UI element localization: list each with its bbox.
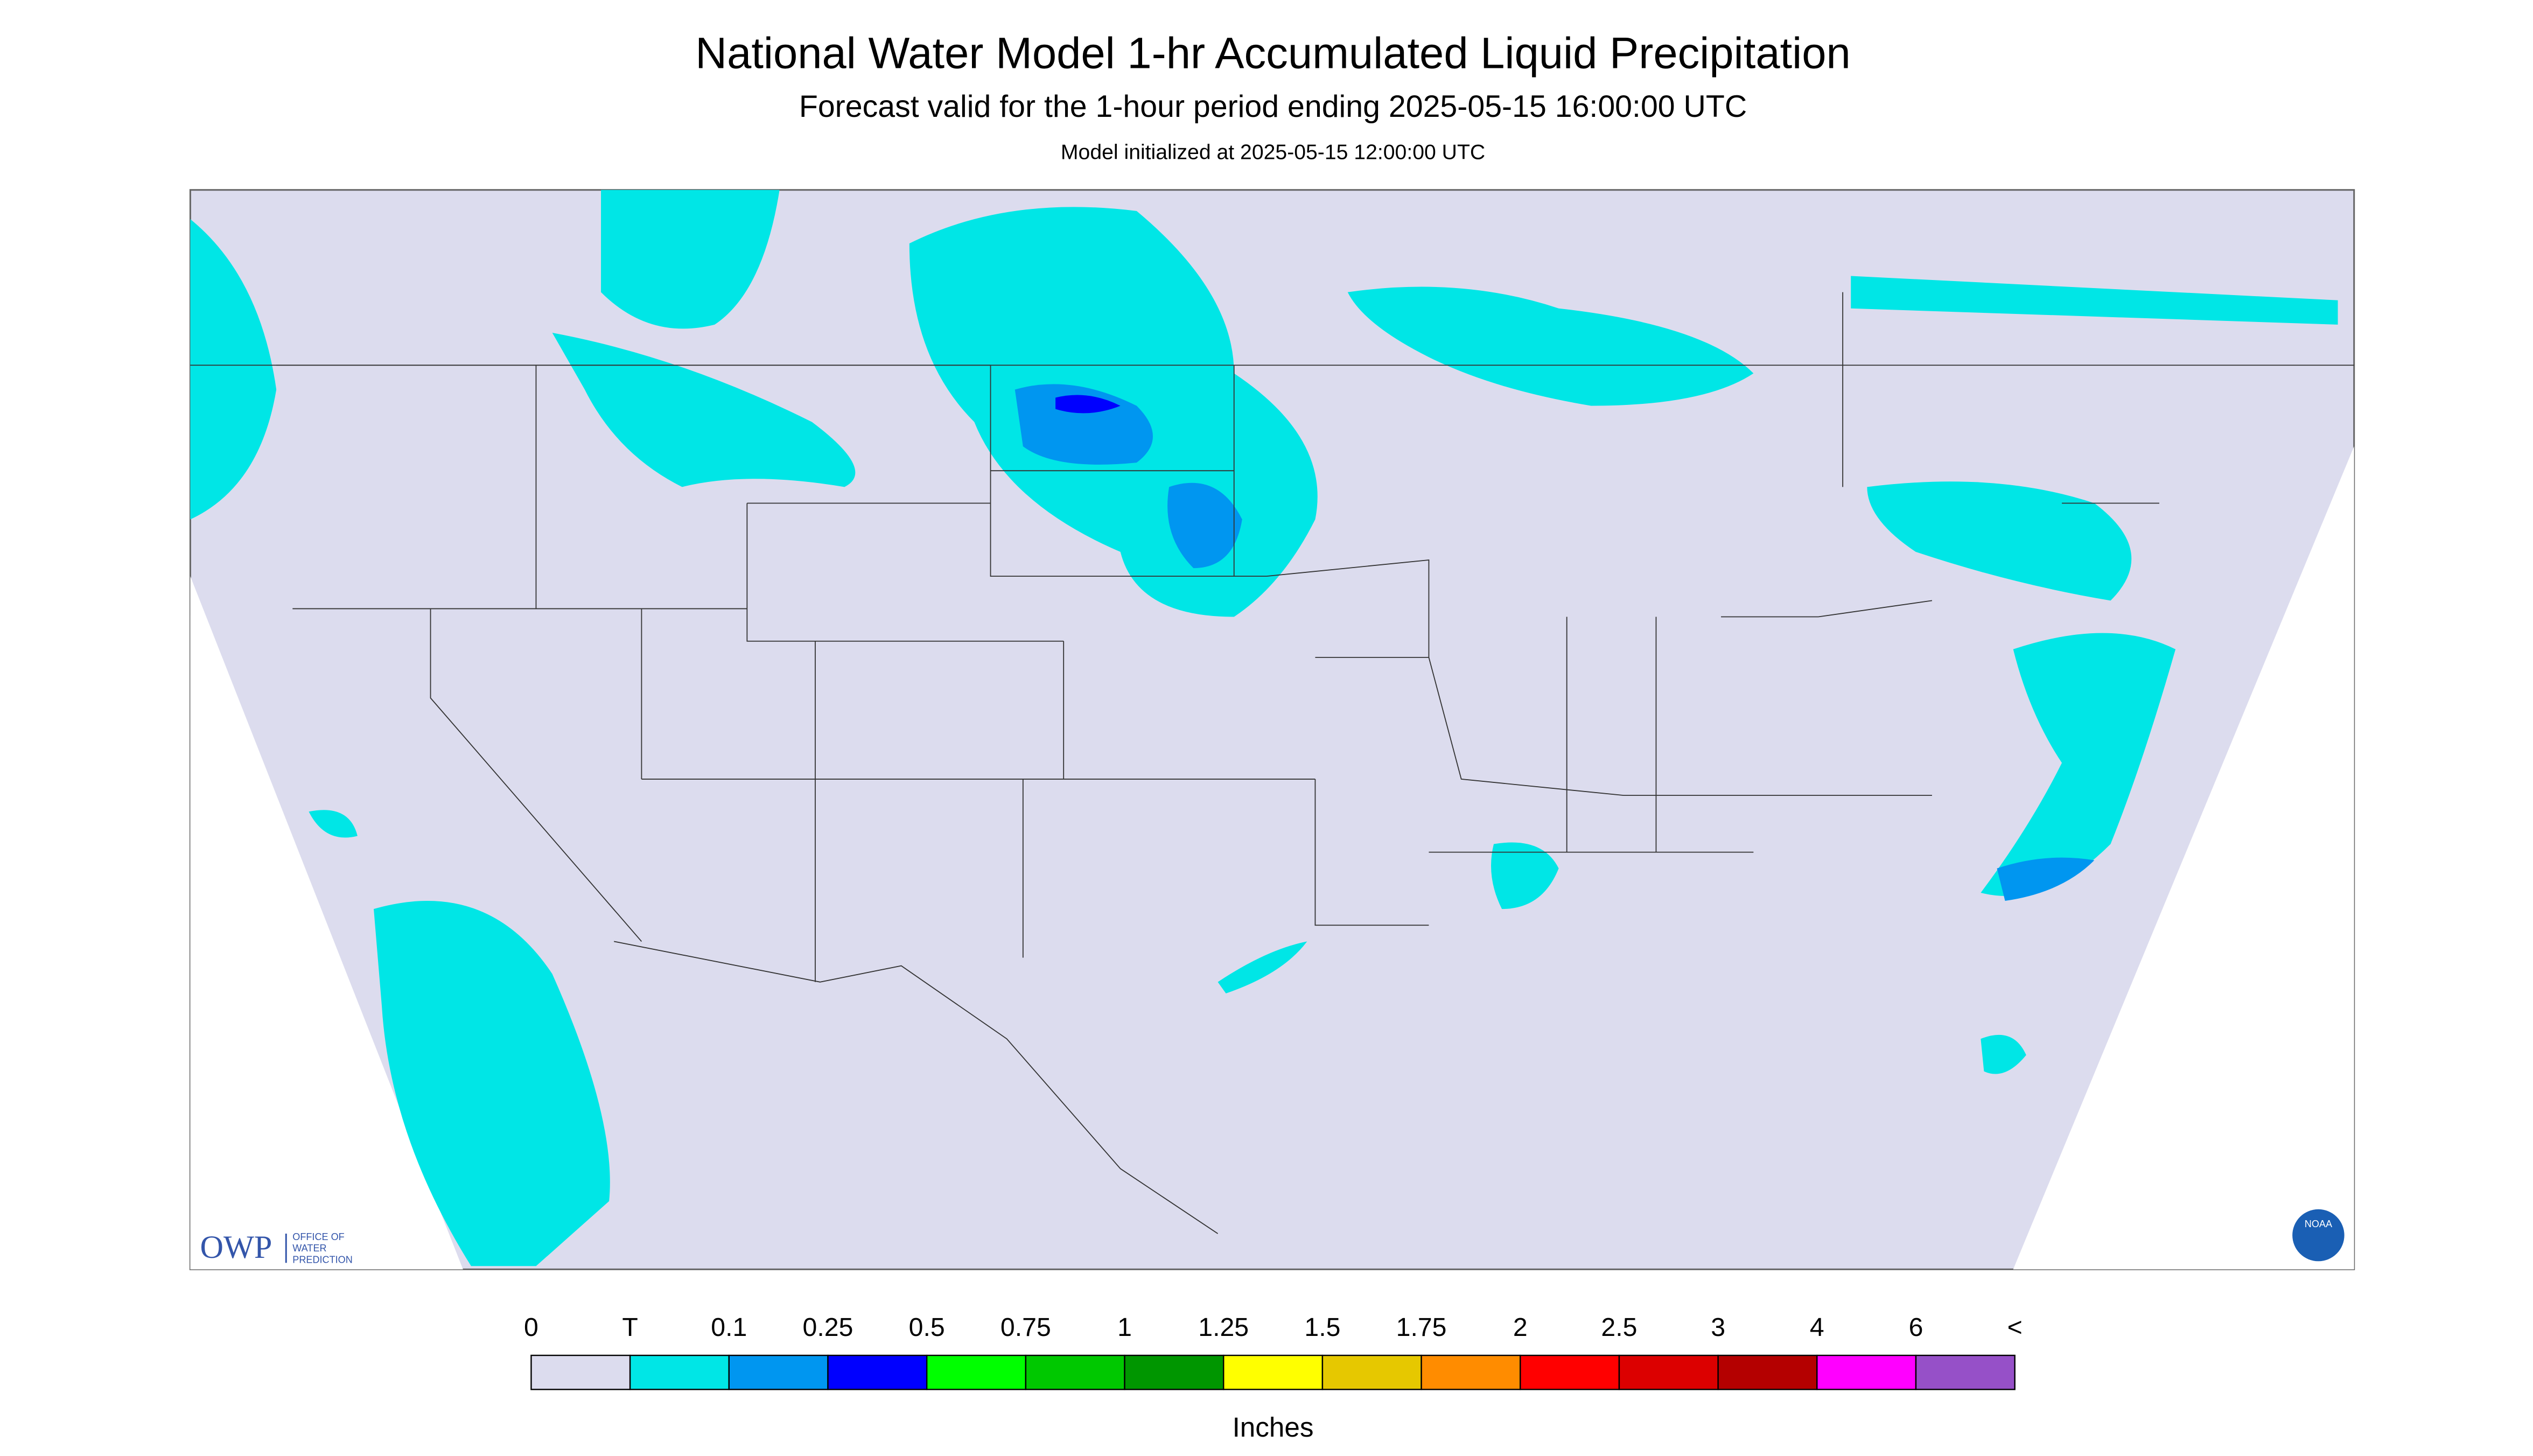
legend-label: 0.25	[803, 1313, 853, 1342]
legend-swatch	[1421, 1354, 1521, 1390]
legend-label: 2.5	[1601, 1313, 1637, 1342]
legend-swatch	[827, 1354, 928, 1390]
legend-swatch	[1717, 1354, 1818, 1390]
legend-label: 1	[1117, 1313, 1132, 1342]
legend-label: 1.75	[1396, 1313, 1447, 1342]
legend-swatch	[1321, 1354, 1422, 1390]
legend-swatch	[1915, 1354, 2016, 1390]
logo-line: PREDICTION	[292, 1254, 353, 1265]
boundaries	[190, 292, 2354, 1234]
legend-label: 6	[1909, 1313, 1923, 1342]
legend-swatch	[926, 1354, 1027, 1390]
legend-label: 0.5	[909, 1313, 945, 1342]
map: OWP OFFICE OF WATER PREDICTION NOAA	[189, 189, 2355, 1270]
legend-label: 0	[524, 1313, 538, 1342]
legend-label: 0.1	[711, 1313, 747, 1342]
logo-line: OFFICE OF	[292, 1231, 344, 1242]
logo-abbr: OWP	[200, 1229, 272, 1265]
precip-areas	[190, 190, 2338, 1266]
logo-line: WATER	[292, 1243, 326, 1254]
outside-domain	[2013, 446, 2354, 1270]
legend-swatch	[1223, 1354, 1324, 1390]
legend-swatch	[629, 1354, 730, 1390]
legend-label: 3	[1711, 1313, 1725, 1342]
legend-label: T	[622, 1313, 638, 1342]
noaa-text: NOAA	[2305, 1219, 2333, 1229]
legend-label: 1.25	[1198, 1313, 1249, 1342]
legend-label: 0.75	[1000, 1313, 1051, 1342]
legend-swatch	[1816, 1354, 1917, 1390]
legend-units: Inches	[1233, 1412, 1314, 1443]
legend-swatch	[1025, 1354, 1125, 1390]
init-note: Model initialized at 2025-05-15 12:00:00…	[1061, 141, 1485, 164]
legend-label: 4	[1810, 1313, 1824, 1342]
title: National Water Model 1-hr Accumulated Li…	[695, 29, 1850, 78]
legend-swatch	[728, 1354, 829, 1390]
legend-label: <	[2007, 1313, 2023, 1342]
subtitle: Forecast valid for the 1-hour period end…	[799, 89, 1747, 124]
legend-swatch	[1618, 1354, 1719, 1390]
legend-label: 2	[1513, 1313, 1528, 1342]
legend-swatch	[1520, 1354, 1620, 1390]
legend-label: 1.5	[1304, 1313, 1340, 1342]
noaa-logo	[2292, 1209, 2345, 1262]
legend-swatch	[530, 1354, 631, 1390]
legend-swatch	[1124, 1354, 1224, 1390]
legend: 0 T 0.1 0.25 0.5 0.75 1 1.25 1.5 1.75 2 2.5 3 4 6 <	[524, 1313, 2023, 1390]
